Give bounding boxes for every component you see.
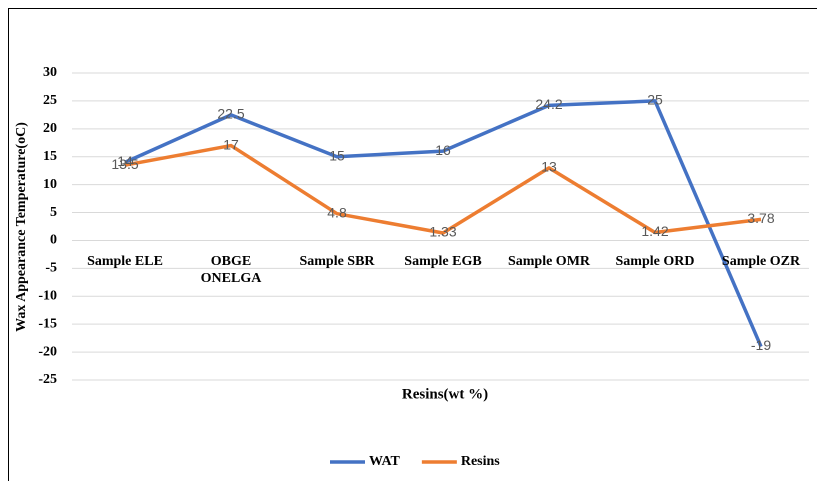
x-tick-label: Sample SBR bbox=[299, 254, 375, 270]
y-tick-label: 0 bbox=[50, 233, 57, 248]
x-tick-label: Sample ORD bbox=[615, 254, 695, 270]
y-tick-label: -15 bbox=[38, 316, 57, 331]
data-label: 4.8 bbox=[327, 204, 347, 220]
data-label: 13.5 bbox=[111, 156, 138, 172]
y-tick-label: 15 bbox=[43, 149, 57, 164]
data-label: -19 bbox=[751, 337, 771, 353]
data-label: 16 bbox=[435, 142, 451, 158]
series-line bbox=[124, 143, 762, 235]
y-tick-label: 25 bbox=[43, 93, 57, 108]
legend-label: WAT bbox=[369, 454, 401, 469]
data-label: 1.42 bbox=[641, 223, 668, 239]
x-tick-label: OBGE ONELGA bbox=[200, 254, 262, 287]
data-label: 25 bbox=[647, 92, 663, 108]
data-label: 15 bbox=[329, 147, 345, 163]
x-tick-label: Sample OZR bbox=[721, 254, 801, 270]
data-label: 3.78 bbox=[747, 210, 774, 226]
y-axis-title: Wax Appearance Temperature(oC) bbox=[14, 122, 29, 332]
legend-label: Resins bbox=[461, 454, 500, 469]
y-tick-label: -10 bbox=[38, 288, 57, 303]
y-tick-label: 30 bbox=[43, 65, 57, 80]
x-tick-label: Sample ELE bbox=[87, 254, 163, 270]
y-tick-label: -5 bbox=[45, 261, 57, 276]
data-label: 24.2 bbox=[535, 96, 562, 112]
y-tick-label: 5 bbox=[50, 205, 57, 220]
data-label: 1.33 bbox=[429, 224, 456, 240]
y-tick-label: 20 bbox=[43, 121, 57, 136]
data-label: 22.5 bbox=[217, 106, 244, 122]
series-line bbox=[124, 99, 763, 348]
y-tick-label: -25 bbox=[38, 372, 57, 387]
data-label: 13 bbox=[541, 159, 557, 175]
y-tick-label: 10 bbox=[43, 177, 57, 192]
data-label: 17 bbox=[223, 136, 239, 152]
x-tick-label: Sample EGB bbox=[404, 254, 482, 270]
x-tick-label: Sample OMR bbox=[507, 254, 591, 270]
y-tick-label: -20 bbox=[38, 344, 57, 359]
x-axis-title: Resins(wt %) bbox=[402, 386, 488, 402]
data-label: 14 bbox=[117, 153, 133, 169]
